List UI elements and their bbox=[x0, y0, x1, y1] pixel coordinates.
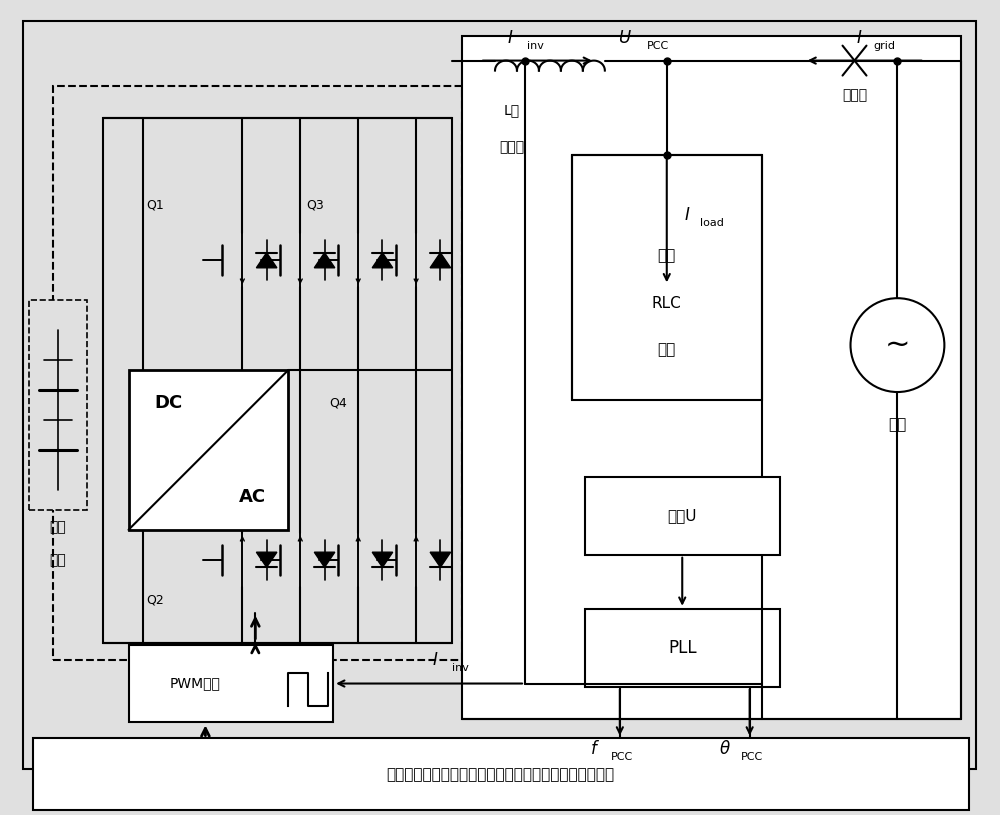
Text: $I$: $I$ bbox=[684, 206, 690, 224]
Text: 负载: 负载 bbox=[658, 342, 676, 358]
Text: PCC: PCC bbox=[741, 752, 763, 762]
Polygon shape bbox=[314, 253, 335, 268]
Polygon shape bbox=[372, 553, 393, 567]
Text: Q4: Q4 bbox=[329, 397, 347, 409]
Bar bbox=[33, 738, 969, 810]
Text: 采样U: 采样U bbox=[667, 509, 697, 523]
Polygon shape bbox=[256, 253, 277, 268]
Bar bbox=[53, 86, 462, 659]
Bar bbox=[129, 645, 333, 722]
Text: load: load bbox=[700, 218, 724, 228]
Text: $\theta$: $\theta$ bbox=[719, 740, 731, 759]
Text: RLC: RLC bbox=[652, 296, 682, 311]
Text: Q2: Q2 bbox=[147, 593, 164, 606]
Text: 过欠压，过欠频检测和改进的阻抗检测共同检测孤岛效应: 过欠压，过欠频检测和改进的阻抗检测共同检测孤岛效应 bbox=[386, 767, 614, 782]
Polygon shape bbox=[430, 253, 451, 268]
Bar bbox=[462, 36, 961, 720]
Text: 光伏: 光伏 bbox=[49, 520, 66, 534]
Text: L型: L型 bbox=[504, 104, 520, 117]
Bar bbox=[585, 609, 780, 686]
Text: DC: DC bbox=[154, 394, 183, 412]
Text: ~: ~ bbox=[885, 331, 910, 359]
Text: $U$: $U$ bbox=[618, 29, 632, 46]
Polygon shape bbox=[372, 253, 393, 268]
Text: Q1: Q1 bbox=[147, 199, 164, 212]
Polygon shape bbox=[430, 553, 451, 567]
Polygon shape bbox=[256, 553, 277, 567]
Text: inv: inv bbox=[452, 663, 468, 672]
Text: PCC: PCC bbox=[611, 752, 633, 762]
Text: $f$: $f$ bbox=[590, 740, 600, 759]
Text: PCC: PCC bbox=[647, 41, 669, 51]
Text: AC: AC bbox=[239, 488, 266, 506]
Bar bbox=[129, 370, 288, 530]
Text: PWM驱动: PWM驱动 bbox=[170, 676, 221, 690]
Text: grid: grid bbox=[873, 41, 895, 51]
Text: PLL: PLL bbox=[668, 639, 697, 657]
Text: 电池: 电池 bbox=[49, 553, 66, 566]
Text: $I$: $I$ bbox=[507, 29, 513, 46]
Bar bbox=[29, 300, 87, 510]
Text: $I$: $I$ bbox=[856, 29, 863, 46]
Text: Q3: Q3 bbox=[306, 199, 324, 212]
Text: 滤波器: 滤波器 bbox=[499, 140, 525, 155]
Text: 本地: 本地 bbox=[658, 248, 676, 262]
Polygon shape bbox=[314, 553, 335, 567]
Bar bbox=[572, 156, 762, 400]
Bar bbox=[103, 118, 452, 642]
Text: 断路器: 断路器 bbox=[842, 89, 867, 103]
Text: 电网: 电网 bbox=[888, 417, 907, 433]
Text: $I$: $I$ bbox=[432, 650, 438, 668]
Text: inv: inv bbox=[527, 41, 543, 51]
Bar bbox=[585, 477, 780, 555]
